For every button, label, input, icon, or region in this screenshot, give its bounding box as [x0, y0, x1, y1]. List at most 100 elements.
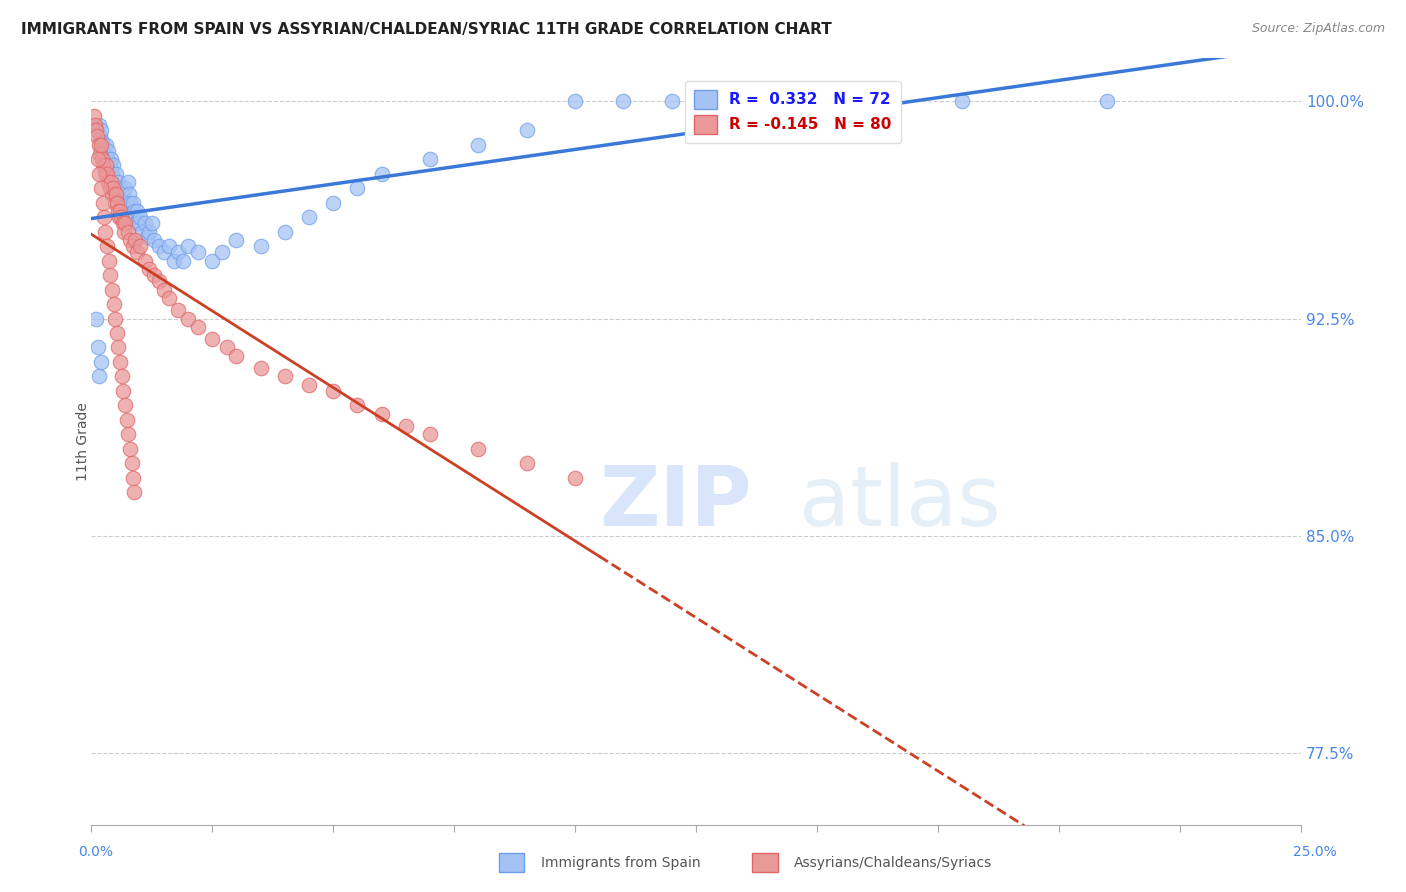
Point: [83, 109, 105, 123]
Point: [112, 384, 135, 398]
Point: [124, 485, 146, 500]
Point: [162, 253, 184, 268]
Text: atlas: atlas: [799, 462, 1001, 543]
Point: [100, 167, 122, 181]
Point: [274, 225, 297, 239]
Point: [564, 95, 586, 109]
Point: [100, 187, 122, 202]
Point: [120, 233, 142, 247]
Point: [94, 137, 117, 152]
Point: [89, 146, 111, 161]
Point: [322, 384, 344, 398]
Point: [114, 398, 136, 412]
Point: [128, 239, 150, 253]
Point: [94, 158, 117, 172]
Point: [86, 129, 108, 144]
Text: ZIP: ZIP: [599, 462, 752, 543]
Point: [346, 398, 368, 412]
Point: [103, 297, 125, 311]
Point: [100, 176, 122, 190]
Point: [167, 302, 190, 317]
Point: [134, 253, 156, 268]
Point: [114, 181, 136, 195]
Point: [298, 378, 321, 392]
Point: [108, 187, 131, 202]
Point: [612, 95, 634, 109]
Point: [100, 153, 122, 167]
Point: [91, 153, 114, 167]
Point: [467, 137, 489, 152]
Point: [108, 355, 131, 369]
Point: [120, 210, 142, 224]
Point: [1095, 95, 1118, 109]
Point: [107, 176, 129, 190]
Point: [131, 225, 153, 239]
Legend: R =  0.332   N = 72, R = -0.145   N = 80: R = 0.332 N = 72, R = -0.145 N = 80: [685, 81, 901, 143]
Point: [90, 355, 112, 369]
Point: [138, 225, 160, 239]
Point: [84, 118, 107, 132]
Point: [172, 253, 194, 268]
Point: [93, 137, 115, 152]
Point: [90, 181, 112, 195]
Text: Assyrians/Chaldeans/Syriacs: Assyrians/Chaldeans/Syriacs: [794, 855, 993, 870]
Point: [564, 471, 586, 485]
Point: [950, 95, 973, 109]
Point: [112, 202, 135, 216]
Point: [89, 369, 111, 384]
Point: [104, 167, 127, 181]
Point: [91, 195, 114, 210]
Point: [128, 210, 150, 224]
Point: [97, 253, 120, 268]
Point: [370, 167, 392, 181]
Point: [117, 427, 139, 442]
Point: [107, 341, 129, 355]
Text: IMMIGRANTS FROM SPAIN VS ASSYRIAN/CHALDEAN/SYRIAC 11TH GRADE CORRELATION CHART: IMMIGRANTS FROM SPAIN VS ASSYRIAN/CHALDE…: [21, 22, 832, 37]
Point: [419, 427, 441, 442]
Point: [111, 369, 134, 384]
Point: [96, 239, 118, 253]
Point: [201, 332, 224, 346]
Point: [127, 244, 149, 259]
Point: [107, 204, 129, 219]
Point: [110, 204, 132, 219]
Point: [201, 253, 224, 268]
Point: [98, 158, 121, 172]
Point: [118, 442, 141, 456]
Point: [153, 244, 176, 259]
Point: [187, 320, 209, 334]
Point: [125, 216, 148, 230]
Point: [91, 135, 114, 149]
Point: [118, 187, 141, 202]
Point: [225, 349, 247, 363]
Point: [120, 195, 142, 210]
Point: [136, 230, 159, 244]
Point: [157, 239, 180, 253]
Point: [110, 181, 132, 195]
Point: [112, 225, 135, 239]
Point: [138, 262, 160, 277]
Point: [110, 210, 132, 224]
Point: [104, 311, 127, 326]
Point: [96, 153, 118, 167]
Point: [94, 146, 117, 161]
Point: [298, 210, 321, 224]
Point: [157, 291, 180, 305]
Point: [274, 369, 297, 384]
Point: [127, 204, 149, 219]
Text: 25.0%: 25.0%: [1292, 845, 1337, 859]
Point: [87, 118, 110, 132]
Point: [516, 123, 538, 137]
Point: [90, 123, 112, 137]
Point: [853, 95, 876, 109]
Point: [110, 195, 132, 210]
Point: [115, 195, 138, 210]
Point: [84, 311, 107, 326]
Point: [249, 239, 271, 253]
Point: [94, 167, 117, 181]
Y-axis label: 11th Grade: 11th Grade: [76, 402, 90, 481]
Point: [86, 341, 108, 355]
Point: [167, 244, 190, 259]
Point: [87, 137, 110, 152]
Point: [370, 407, 392, 421]
